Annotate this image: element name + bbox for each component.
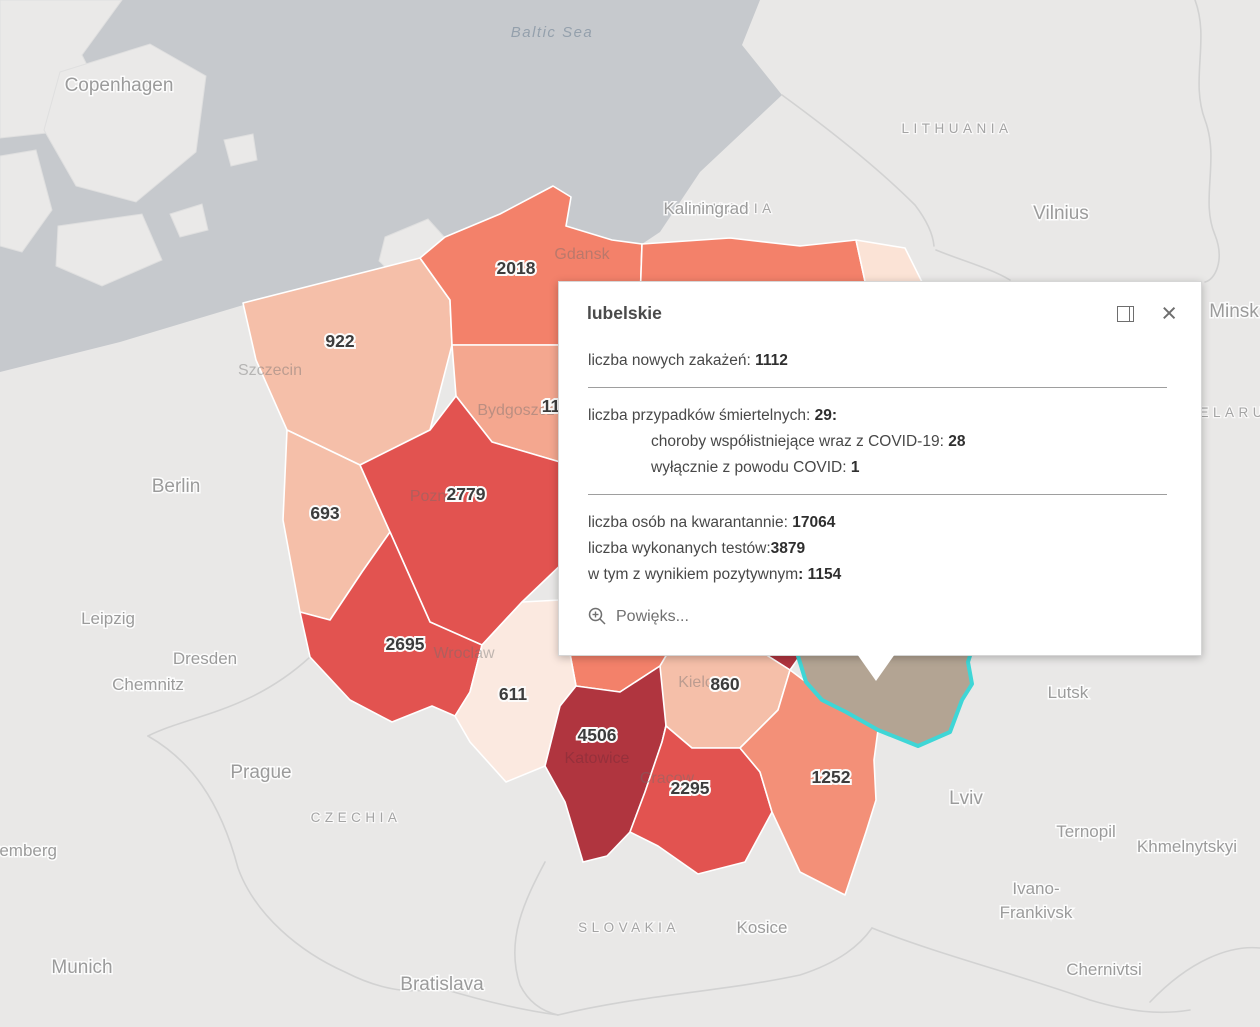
value-malopolskie: 2295: [671, 778, 710, 798]
value-swietokrzyskie: 860: [710, 674, 739, 694]
comorbid-row: choroby współistniejące wraz z COVID-19:…: [588, 429, 1167, 455]
border-lithuania-belarus: [935, 249, 1011, 281]
country-label-lithuania: LITHUANIA: [901, 121, 1012, 136]
city-label-dresden: Dresden: [173, 649, 237, 668]
baltic-sea-label: Baltic Sea: [511, 24, 594, 41]
deaths-label: liczba przypadków śmiertelnych:: [588, 407, 811, 424]
overlay-label-gdansk: Gdansk: [554, 246, 610, 263]
covid-only-row: wyłącznie z powodu COVID: 1: [588, 455, 1167, 481]
mon-shape: [169, 203, 209, 238]
city-label-bratislava: Bratislava: [400, 974, 484, 995]
country-label-slovakia: SLOVAKIA: [578, 920, 680, 935]
overlay-label-kielce: Kielce: [678, 674, 722, 691]
border-ukraine-sw: [871, 927, 1191, 1014]
deaths-row: liczba przypadków śmiertelnych: 29:: [588, 403, 1167, 429]
border-czechia-nw: [147, 656, 311, 737]
tests-label: liczba wykonanych testów:: [588, 540, 771, 557]
popup-title: lubelskie: [587, 303, 662, 323]
city-label-kaliningrad: Kaliningrad: [663, 199, 748, 218]
quarantine-value: 17064: [792, 514, 836, 531]
magnifier-plus-icon: [588, 607, 606, 625]
city-label-ivano: Ivano-: [1012, 879, 1059, 898]
city-label-munich: Munich: [51, 957, 112, 978]
value-opolskie: 611: [499, 684, 527, 704]
border-slovakia-hungary: [557, 927, 873, 1016]
city-label-kosice: Kosice: [736, 918, 787, 937]
close-icon[interactable]: ×: [1161, 297, 1177, 328]
comorbid-value: 28: [948, 433, 966, 450]
city-label-lviv: Lviv: [949, 788, 983, 809]
city-label-minsk: Minsk: [1209, 301, 1259, 322]
overlay-label-poznan: Poznan: [410, 488, 464, 505]
value-dolnoslaskie: 2695: [386, 634, 425, 654]
feature-popup: lubelskie × liczba nowych zakażeń: 1112 …: [558, 281, 1202, 681]
value-pomorskie: 2018: [497, 258, 536, 278]
overlay-label-szczecin: Szczecin: [238, 362, 302, 379]
country-label-russia: RUSSIA: [698, 201, 775, 216]
popup-divider-2: [588, 494, 1167, 495]
region-malopolskie[interactable]: [629, 725, 773, 875]
tests-value: 3879: [770, 540, 806, 557]
city-label-copenhagen: Copenhagen: [65, 75, 174, 96]
popup-tail: [857, 654, 895, 681]
deaths-value: 29:: [814, 407, 837, 424]
value-slaskie: 4506: [578, 725, 617, 745]
border-czechia-slovakia: [513, 861, 559, 1016]
covid-only-label: wyłącznie z powodu COVID:: [651, 459, 847, 476]
tests-row: liczba wykonanych testów:3879: [588, 536, 1167, 562]
comorbid-label: choroby współistniejące wraz z COVID-19:: [651, 433, 944, 450]
value-zachodniopomorskie: 922: [325, 331, 354, 351]
positive-label: w tym z wynikiem pozytywnym: [588, 566, 799, 583]
zoom-to-link[interactable]: Powięks...: [588, 607, 1167, 626]
city-label-chemnitz: Chemnitz: [112, 675, 184, 694]
dock-icon[interactable]: [1117, 306, 1135, 322]
value-podkarpackie: 1252: [812, 767, 851, 787]
city-label-ternopil: Ternopil: [1056, 822, 1116, 841]
border-ukraine-romania: [1149, 946, 1260, 1003]
quarantine-label: liczba osób na kwarantannie:: [588, 514, 788, 531]
border-lithuania-east: [1194, 0, 1220, 283]
city-label-berlin: Berlin: [152, 476, 201, 497]
overlay-label-bydgoszcz: Bydgoszcz: [477, 402, 554, 419]
city-label-frankivsk: Frankivsk: [1000, 903, 1073, 922]
border-germany-czechia: [147, 735, 441, 992]
city-label-chernivtsi: Chernivtsi: [1066, 960, 1142, 979]
value-lubuskie: 693: [310, 503, 339, 523]
overlay-label-cracow: Cracow: [640, 770, 695, 787]
covid-only-value: 1: [850, 459, 860, 476]
quarantine-row: liczba osób na kwarantannie: 17064: [588, 510, 1167, 536]
zoom-to-label: Powięks...: [616, 607, 689, 625]
new-cases-value: 1112: [755, 352, 788, 369]
border-kaliningrad-lithuania: [781, 94, 935, 247]
positive-row: w tym z wynikiem pozytywnym: 1154: [588, 562, 1167, 588]
city-label-lutsk: Lutsk: [1048, 683, 1089, 702]
city-label-leipzig: Leipzig: [81, 609, 135, 628]
bornholm-shape: [223, 133, 258, 167]
country-label-belarus: BELARUS: [1186, 405, 1260, 420]
lolland-shape: [55, 213, 163, 287]
city-label-nuremberg: Nuremberg: [0, 841, 57, 860]
value-kujawsko-pomorskie: 11: [542, 396, 561, 416]
country-label-czechia: CZECHIA: [311, 810, 402, 825]
new-cases-label: liczba nowych zakażeń:: [588, 352, 751, 369]
funen-shape: [0, 149, 53, 253]
city-label-khmelnytskyi: Khmelnytskyi: [1137, 837, 1237, 856]
popup-divider-1: [588, 387, 1167, 388]
positive-value: : 1154: [798, 566, 842, 583]
new-cases-row: liczba nowych zakażeń: 1112: [588, 348, 1167, 374]
overlay-label-katowice: Katowice: [565, 750, 630, 767]
border-czechia-austria: [439, 987, 559, 1016]
overlay-label-wroclaw: Wroclaw: [433, 645, 494, 662]
value-wielkopolskie: 2779: [447, 484, 486, 504]
city-label-vilnius: Vilnius: [1033, 203, 1089, 224]
city-label-prague: Prague: [230, 762, 291, 783]
zealand-shape: [43, 43, 207, 203]
